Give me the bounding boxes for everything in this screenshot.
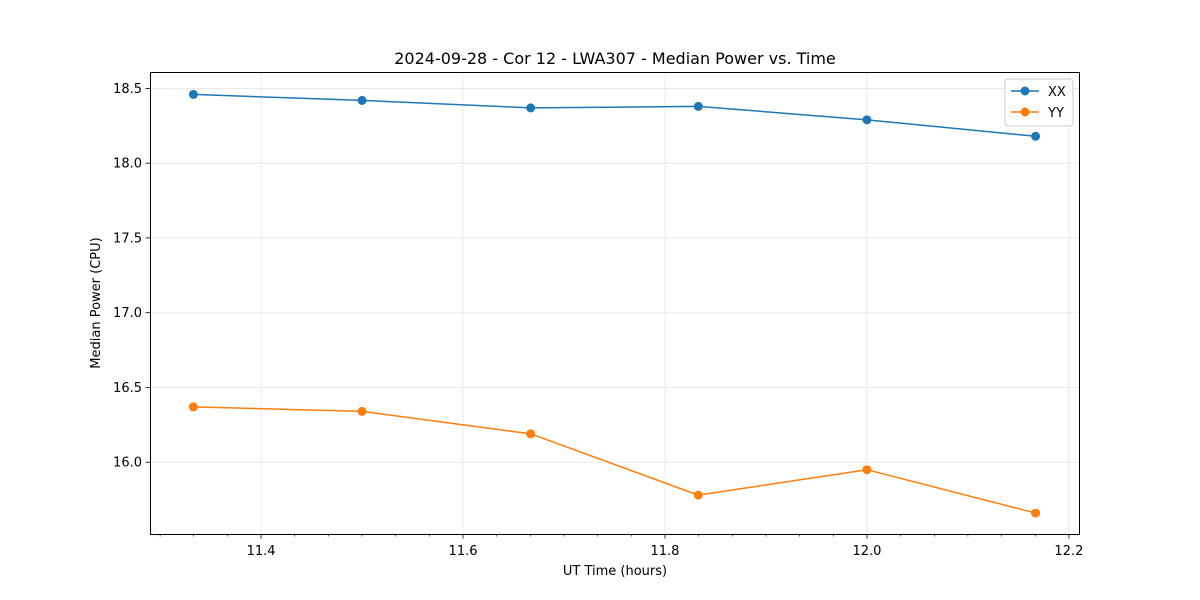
data-point-yy xyxy=(526,429,536,439)
data-point-xx xyxy=(357,95,367,105)
data-point-xx xyxy=(693,101,703,111)
y-tick-label: 16.0 xyxy=(113,456,142,471)
x-tick-label: 11.8 xyxy=(651,544,680,559)
axis-ticks: 11.4 11.6 11.8 12.0 12.2 16.0 16.5 17.0 17.5 18.0… xyxy=(113,82,1083,559)
data-point-xx xyxy=(188,89,198,99)
data-point-yy xyxy=(357,406,367,416)
x-tick-label: 12.0 xyxy=(852,544,881,559)
legend-marker-xx xyxy=(1020,86,1030,96)
y-tick-label: 18.5 xyxy=(113,82,142,97)
y-tick-label: 17.5 xyxy=(113,231,142,246)
data-point-xx xyxy=(862,115,872,125)
y-tick-label: 17.0 xyxy=(113,306,142,321)
y-axis-label: Median Power (CPU) xyxy=(89,237,104,368)
plot-frame xyxy=(150,72,1080,535)
legend-label-xx: XX xyxy=(1048,85,1066,100)
grid xyxy=(150,72,1079,534)
series-line-yy xyxy=(193,406,1036,514)
legend-marker-yy xyxy=(1020,107,1030,117)
data-point-yy xyxy=(862,465,872,475)
plot-series xyxy=(188,89,1041,518)
x-tick-label: 11.6 xyxy=(449,544,478,559)
legend: XX YY xyxy=(1004,78,1074,127)
x-tick-label: 11.4 xyxy=(247,544,276,559)
legend-label-yy: YY xyxy=(1047,106,1064,121)
y-tick-label: 18.0 xyxy=(113,157,142,172)
data-point-yy xyxy=(1031,508,1041,518)
data-point-xx xyxy=(526,103,536,113)
x-axis-label: UT Time (hours) xyxy=(563,564,667,579)
chart-title: 2024-09-28 - Cor 12 - LWA307 - Median Po… xyxy=(394,49,836,68)
y-tick-label: 16.5 xyxy=(113,381,142,396)
data-point-yy xyxy=(693,490,703,500)
data-point-xx xyxy=(1031,131,1041,141)
series-line-xx xyxy=(193,93,1036,138)
data-point-yy xyxy=(188,402,198,412)
x-tick-label: 12.2 xyxy=(1054,544,1083,559)
